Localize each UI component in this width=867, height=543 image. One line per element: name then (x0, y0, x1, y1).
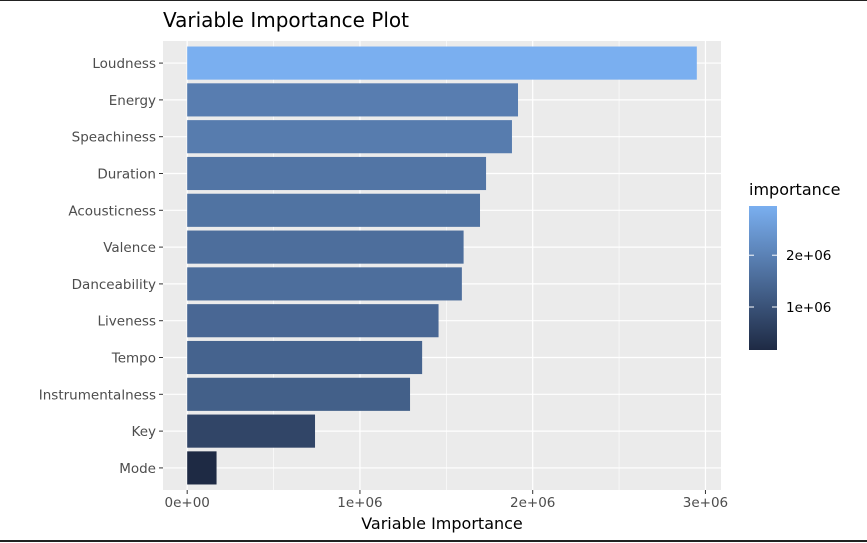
legend-title: importance (749, 180, 840, 199)
bar-tempo (187, 340, 423, 375)
x-tick-label: 3e+06 (683, 495, 728, 511)
bar-speachiness (187, 120, 512, 154)
chart-title: Variable Importance Plot (163, 8, 409, 32)
bar-mode (187, 451, 217, 485)
bar-instrumentalness (187, 377, 411, 411)
bar-danceability (187, 267, 462, 301)
bars (187, 46, 697, 485)
y-tick-label: Acousticness (68, 203, 156, 219)
y-tick-label: Instrumentalness (39, 387, 156, 403)
y-tick-label: Mode (119, 461, 156, 477)
bar-loudness (187, 46, 697, 80)
y-tick-label: Valence (103, 240, 156, 256)
bar-acousticness (187, 193, 481, 227)
y-tick-label: Liveness (98, 314, 157, 330)
y-axis: Loudness Energy Speachiness Duration Acousti… (39, 56, 163, 477)
y-tick-label: Tempo (111, 351, 156, 367)
bar-valence (187, 230, 464, 264)
legend-tick-label: 2e+06 (786, 248, 831, 264)
legend-colorbar (749, 206, 777, 350)
bar-key (187, 414, 316, 448)
bar-energy (187, 83, 519, 117)
y-tick-label: Speachiness (72, 130, 156, 146)
legend-ticks: 1e+06 2e+06 (749, 248, 831, 316)
bar-liveness (187, 304, 439, 338)
x-axis-title: Variable Importance (361, 514, 523, 533)
y-tick-label: Key (132, 424, 156, 440)
x-tick-label: 2e+06 (510, 495, 555, 511)
legend-tick-label: 1e+06 (786, 300, 831, 316)
x-tick-label: 0e+00 (164, 495, 209, 511)
x-axis: 0e+00 1e+06 2e+06 3e+06 (164, 490, 728, 511)
bar-duration (187, 156, 487, 191)
x-tick-label: 1e+06 (337, 495, 382, 511)
y-tick-label: Danceability (72, 277, 156, 293)
y-tick-label: Energy (109, 93, 156, 109)
color-legend: importance 1e+06 2e+06 (749, 180, 840, 350)
y-tick-label: Duration (97, 166, 156, 182)
y-tick-label: Loudness (92, 56, 156, 72)
